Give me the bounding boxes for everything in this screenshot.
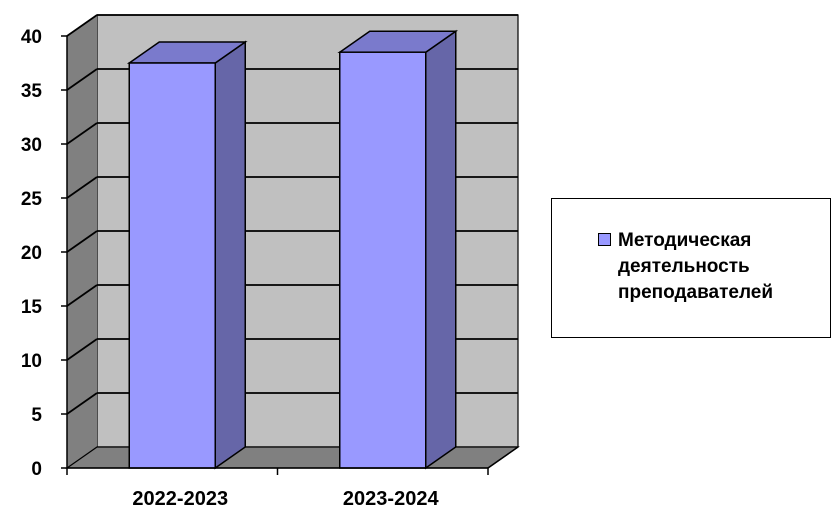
bar (337, 29, 459, 470)
gridline-side (66, 230, 98, 253)
y-tick-label: 5 (31, 405, 42, 426)
legend-label: Методическая деятельность преподавателей (618, 230, 774, 303)
bars (126, 29, 459, 470)
floor-edge (487, 446, 519, 469)
y-tick-label: 30 (21, 135, 42, 156)
gridline-side (66, 284, 98, 307)
gridline-side (66, 176, 98, 199)
gridline-side (66, 68, 98, 91)
bar-side (425, 29, 457, 470)
bar-side (214, 40, 246, 470)
y-tick-label: 0 (31, 459, 42, 480)
gridline-side (66, 338, 98, 361)
axes (61, 35, 519, 475)
x-tick-label: 2023-2024 (343, 488, 440, 510)
x-tick-labels: 2022-2023 2023-2024 (132, 488, 439, 510)
legend: Методическая деятельность преподавателей (551, 198, 831, 338)
bar (126, 40, 248, 470)
y-tick-label: 40 (21, 27, 42, 48)
bar-front (128, 62, 216, 469)
y-tick-labels: 0 5 10 15 20 25 30 35 40 (21, 27, 43, 480)
y-tick-label: 25 (21, 189, 43, 210)
gridline-side (66, 392, 98, 415)
gridline-side (66, 14, 98, 37)
y-tick-label: 35 (21, 81, 43, 102)
y-tick-label: 15 (21, 297, 43, 318)
legend-swatch (598, 233, 611, 246)
gridline-side (66, 122, 98, 145)
y-tick-label: 20 (21, 243, 42, 264)
y-tick-label: 10 (21, 351, 42, 372)
x-tick-label: 2022-2023 (132, 488, 228, 510)
bar-front (339, 51, 427, 469)
